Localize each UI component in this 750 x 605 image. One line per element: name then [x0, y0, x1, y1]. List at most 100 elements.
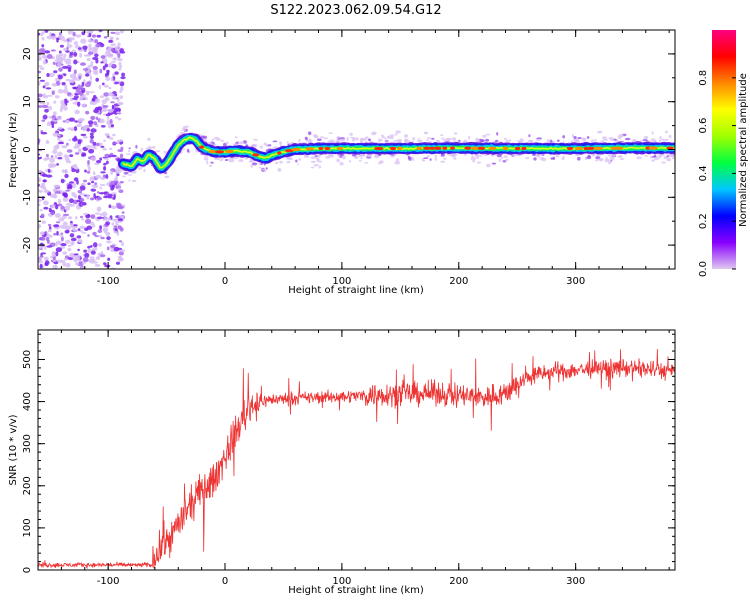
- noise-speck: [81, 31, 86, 36]
- noise-speck: [56, 151, 63, 157]
- noise-speck: [121, 242, 124, 247]
- track-hotspot: [502, 146, 509, 150]
- halo-speck: [346, 137, 349, 141]
- halo-speck: [128, 147, 131, 150]
- noise-speck: [93, 193, 96, 199]
- noise-speck: [44, 30, 49, 33]
- noise-speck: [77, 148, 82, 154]
- halo-speck: [468, 135, 471, 140]
- noise-speck: [61, 65, 69, 69]
- noise-speck: [92, 66, 98, 70]
- halo-speck: [624, 137, 631, 141]
- noise-speck: [75, 258, 81, 261]
- noise-speck: [56, 230, 59, 236]
- noise-speck: [62, 262, 66, 267]
- noise-speck: [67, 66, 72, 73]
- halo-speck: [395, 130, 402, 134]
- noise-speck: [67, 216, 73, 220]
- noise-speck: [108, 86, 112, 90]
- halo-speck: [380, 134, 384, 137]
- noise-speck: [72, 31, 76, 37]
- noise-speck: [110, 170, 113, 175]
- noise-speck: [46, 174, 53, 178]
- noise-speck: [79, 193, 85, 196]
- noise-speck: [65, 189, 70, 192]
- noise-speck: [82, 45, 88, 50]
- noise-speck: [97, 216, 103, 220]
- spectrogram-y-axis-label: Frequency (Hz): [8, 112, 19, 188]
- noise-speck: [108, 147, 113, 150]
- colorbar-ticks: 0.0 0.2 0.4 0.6 0.8: [698, 70, 736, 277]
- noise-speck: [117, 225, 122, 230]
- noise-speck: [46, 73, 50, 77]
- noise-speck: [96, 206, 102, 212]
- halo-speck: [310, 166, 315, 169]
- noise-speck: [48, 207, 52, 213]
- halo-speck: [609, 157, 615, 161]
- noise-speck: [120, 30, 124, 34]
- noise-speck: [87, 120, 94, 125]
- noise-speck: [87, 38, 93, 43]
- noise-speck: [69, 154, 74, 158]
- noise-speck: [90, 221, 95, 226]
- track-hotspot: [464, 146, 472, 150]
- noise-speck: [115, 223, 119, 226]
- noise-speck: [69, 97, 73, 102]
- noise-speck: [77, 248, 80, 252]
- noise-speck: [73, 69, 77, 75]
- noise-speck: [42, 85, 46, 89]
- halo-speck: [609, 154, 613, 158]
- noise-speck: [40, 67, 45, 71]
- noise-speck: [117, 118, 122, 121]
- noise-speck: [113, 246, 120, 252]
- noise-speck: [61, 169, 65, 174]
- halo-speck: [359, 140, 364, 144]
- noise-speck: [83, 179, 87, 183]
- noise-speck: [57, 198, 62, 204]
- halo-speck: [617, 135, 622, 140]
- track-hotspot: [324, 146, 331, 151]
- noise-speck: [77, 195, 81, 200]
- halo-speck: [211, 138, 215, 141]
- noise-speck: [102, 65, 106, 71]
- noise-speck: [69, 233, 75, 238]
- noise-speck: [64, 205, 71, 211]
- noise-speck: [117, 42, 121, 47]
- noise-speck: [55, 251, 59, 257]
- noise-speck: [75, 215, 78, 220]
- spectrogram-noise-region: [38, 30, 126, 269]
- noise-speck: [97, 229, 103, 234]
- noise-speck: [40, 131, 48, 135]
- halo-speck: [575, 138, 579, 142]
- halo-speck: [425, 132, 428, 135]
- halo-speck: [213, 144, 217, 147]
- noise-speck: [48, 72, 55, 78]
- y-tick-label: 200: [22, 476, 33, 495]
- noise-speck: [95, 59, 99, 64]
- halo-speck: [556, 139, 560, 142]
- noise-speck: [110, 186, 114, 191]
- halo-speck: [304, 155, 310, 158]
- noise-speck: [112, 57, 118, 61]
- noise-speck: [57, 62, 62, 68]
- noise-speck: [51, 91, 55, 95]
- noise-speck: [72, 137, 78, 142]
- noise-speck: [66, 142, 69, 146]
- noise-speck: [44, 189, 50, 193]
- noise-speck: [63, 106, 68, 111]
- halo-speck: [440, 160, 446, 163]
- noise-speck: [44, 245, 47, 250]
- halo-speck: [495, 139, 499, 143]
- noise-speck: [41, 119, 46, 122]
- noise-speck: [86, 194, 90, 200]
- noise-speck: [75, 262, 79, 266]
- y-tick-label: -20: [22, 237, 33, 253]
- noise-speck: [74, 109, 80, 115]
- noise-speck: [55, 204, 59, 210]
- noise-speck: [106, 182, 110, 187]
- halo-speck: [555, 155, 560, 158]
- halo-speck: [151, 146, 156, 149]
- noise-speck: [60, 226, 67, 229]
- noise-speck: [115, 37, 120, 41]
